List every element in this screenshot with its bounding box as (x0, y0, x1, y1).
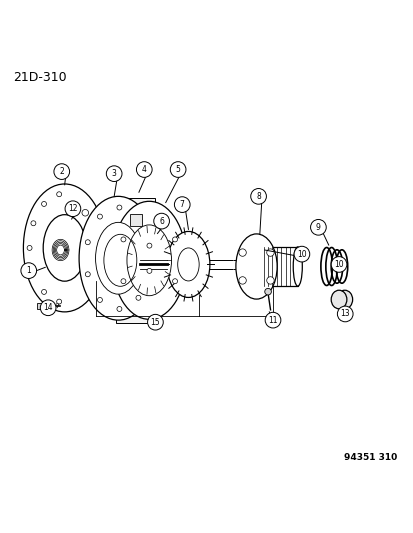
Text: 7: 7 (179, 200, 184, 209)
Circle shape (136, 161, 152, 177)
FancyBboxPatch shape (130, 214, 141, 226)
Bar (116, 198, 155, 323)
Text: 5: 5 (175, 165, 180, 174)
Circle shape (65, 201, 81, 216)
Circle shape (238, 249, 246, 256)
Text: 14: 14 (43, 303, 53, 312)
Circle shape (266, 249, 273, 256)
Circle shape (310, 220, 325, 235)
Circle shape (121, 279, 126, 284)
Ellipse shape (127, 225, 171, 296)
Ellipse shape (166, 231, 209, 297)
Ellipse shape (95, 222, 141, 294)
Circle shape (135, 216, 140, 221)
Text: 3: 3 (112, 169, 116, 178)
Circle shape (265, 312, 280, 328)
Text: 12: 12 (68, 204, 78, 213)
Text: 2: 2 (59, 167, 64, 176)
Text: 9: 9 (315, 223, 320, 232)
Circle shape (54, 164, 69, 180)
Text: 6: 6 (159, 216, 164, 225)
Circle shape (170, 161, 185, 177)
Circle shape (266, 277, 273, 284)
Ellipse shape (336, 290, 352, 309)
Circle shape (106, 166, 122, 182)
FancyBboxPatch shape (258, 247, 297, 286)
Circle shape (172, 237, 177, 242)
Circle shape (31, 270, 36, 275)
Text: 94351 310: 94351 310 (343, 454, 396, 463)
Text: 4: 4 (142, 165, 146, 174)
Circle shape (21, 263, 36, 278)
Circle shape (97, 214, 102, 219)
Ellipse shape (235, 234, 276, 299)
Circle shape (41, 289, 46, 294)
Circle shape (57, 192, 62, 197)
Circle shape (97, 297, 102, 302)
Circle shape (330, 256, 346, 272)
Text: 8: 8 (256, 192, 260, 201)
Circle shape (27, 246, 32, 251)
Circle shape (121, 237, 126, 242)
Text: 10: 10 (333, 260, 343, 269)
Circle shape (147, 314, 163, 330)
Circle shape (238, 277, 246, 284)
Ellipse shape (43, 215, 86, 281)
Ellipse shape (292, 247, 301, 286)
Circle shape (174, 197, 190, 213)
FancyBboxPatch shape (37, 303, 43, 309)
Text: 11: 11 (268, 316, 277, 325)
Ellipse shape (330, 290, 346, 309)
Text: 1: 1 (26, 266, 31, 275)
Circle shape (293, 246, 309, 262)
Text: 21D-310: 21D-310 (13, 70, 66, 84)
Circle shape (57, 299, 62, 304)
Circle shape (85, 272, 90, 277)
Circle shape (85, 240, 90, 245)
Circle shape (172, 279, 177, 284)
Ellipse shape (79, 196, 157, 320)
Text: 10: 10 (297, 249, 306, 259)
Ellipse shape (23, 184, 106, 312)
Circle shape (41, 201, 46, 206)
Circle shape (82, 209, 88, 216)
Circle shape (31, 221, 36, 226)
Circle shape (250, 189, 266, 204)
Circle shape (116, 205, 121, 210)
Circle shape (116, 306, 121, 311)
Circle shape (337, 306, 352, 322)
Ellipse shape (112, 201, 186, 319)
Text: 13: 13 (339, 310, 349, 318)
Circle shape (147, 243, 152, 248)
Circle shape (153, 213, 169, 229)
Circle shape (264, 288, 271, 295)
Text: 15: 15 (150, 318, 160, 327)
Circle shape (135, 295, 140, 300)
Circle shape (147, 269, 152, 273)
Ellipse shape (177, 248, 199, 281)
Circle shape (40, 300, 56, 316)
